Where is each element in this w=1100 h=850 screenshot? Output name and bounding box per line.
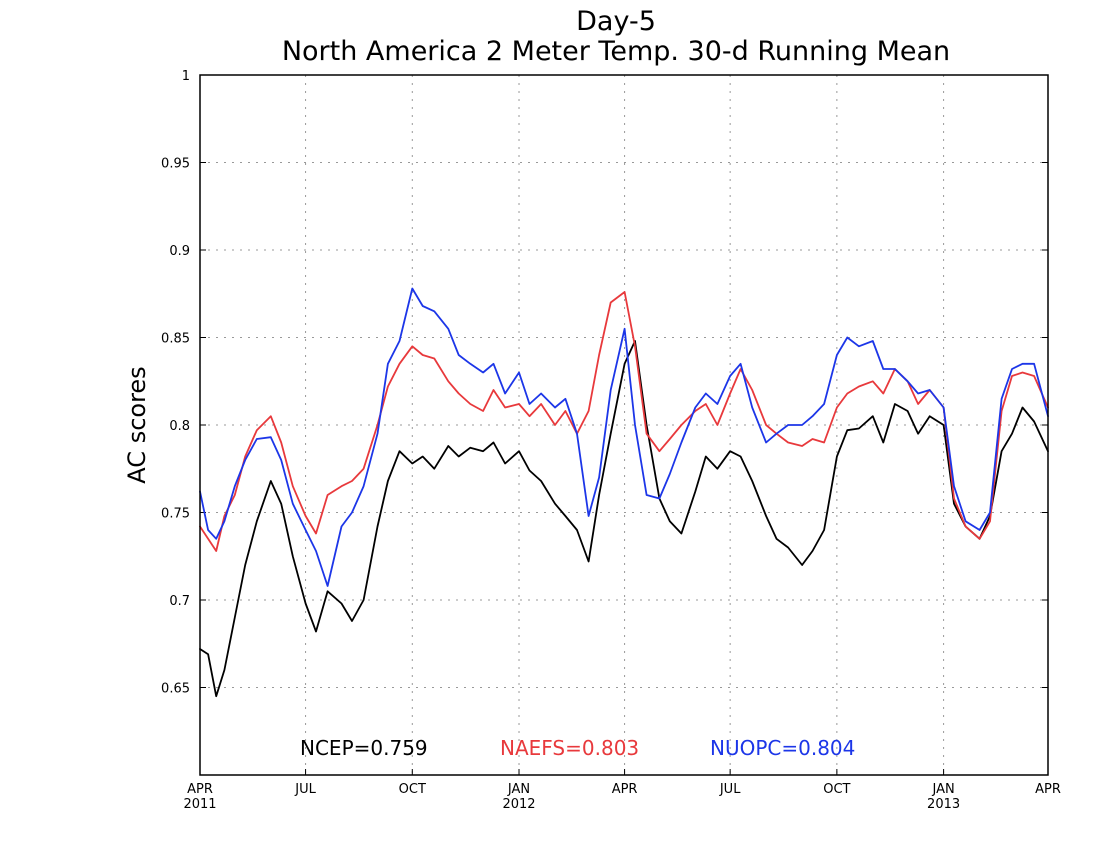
series-line-nuopc bbox=[199, 287, 1049, 587]
x-tick-year-label: 2012 bbox=[502, 797, 535, 812]
x-tick-label: JUL bbox=[719, 782, 741, 797]
x-tick-label: JAN bbox=[507, 782, 530, 797]
x-tick-year-label: 2013 bbox=[927, 797, 960, 812]
grid-layer bbox=[200, 75, 1048, 775]
legend: NCEP=0.759 NAEFS=0.803 NUOPC=0.804 bbox=[300, 736, 855, 760]
y-tick-label: 0.9 bbox=[169, 244, 190, 259]
y-axis-label: AC scores bbox=[123, 366, 151, 483]
legend-ncep: NCEP=0.759 bbox=[300, 736, 428, 760]
y-tick-label: 0.95 bbox=[161, 157, 190, 172]
y-tick-label: 0.75 bbox=[161, 507, 190, 522]
x-tick-label: APR bbox=[1035, 782, 1061, 797]
legend-nuopc: NUOPC=0.804 bbox=[710, 736, 855, 760]
x-tick-label: APR bbox=[187, 782, 213, 797]
y-tick-label: 0.85 bbox=[161, 332, 190, 347]
x-tick-label: APR bbox=[612, 782, 638, 797]
y-tick-label: 1 bbox=[182, 69, 190, 84]
y-tick-label: 0.65 bbox=[161, 682, 190, 697]
plot-frame bbox=[199, 74, 1049, 776]
x-tick-label: JUL bbox=[294, 782, 316, 797]
series-layer bbox=[199, 287, 1049, 698]
series-line-ncep bbox=[199, 340, 1049, 698]
x-tick-label: JAN bbox=[931, 782, 954, 797]
x-tick-label: OCT bbox=[823, 782, 850, 797]
x-tick-label: OCT bbox=[399, 782, 426, 797]
legend-naefs: NAEFS=0.803 bbox=[500, 736, 639, 760]
chart-title: Day-5 bbox=[576, 6, 656, 37]
y-tick-label: 0.7 bbox=[169, 594, 190, 609]
chart-subtitle: North America 2 Meter Temp. 30-d Running… bbox=[282, 36, 950, 67]
y-tick-label: 0.8 bbox=[169, 419, 190, 434]
x-tick-year-label: 2011 bbox=[183, 797, 216, 812]
